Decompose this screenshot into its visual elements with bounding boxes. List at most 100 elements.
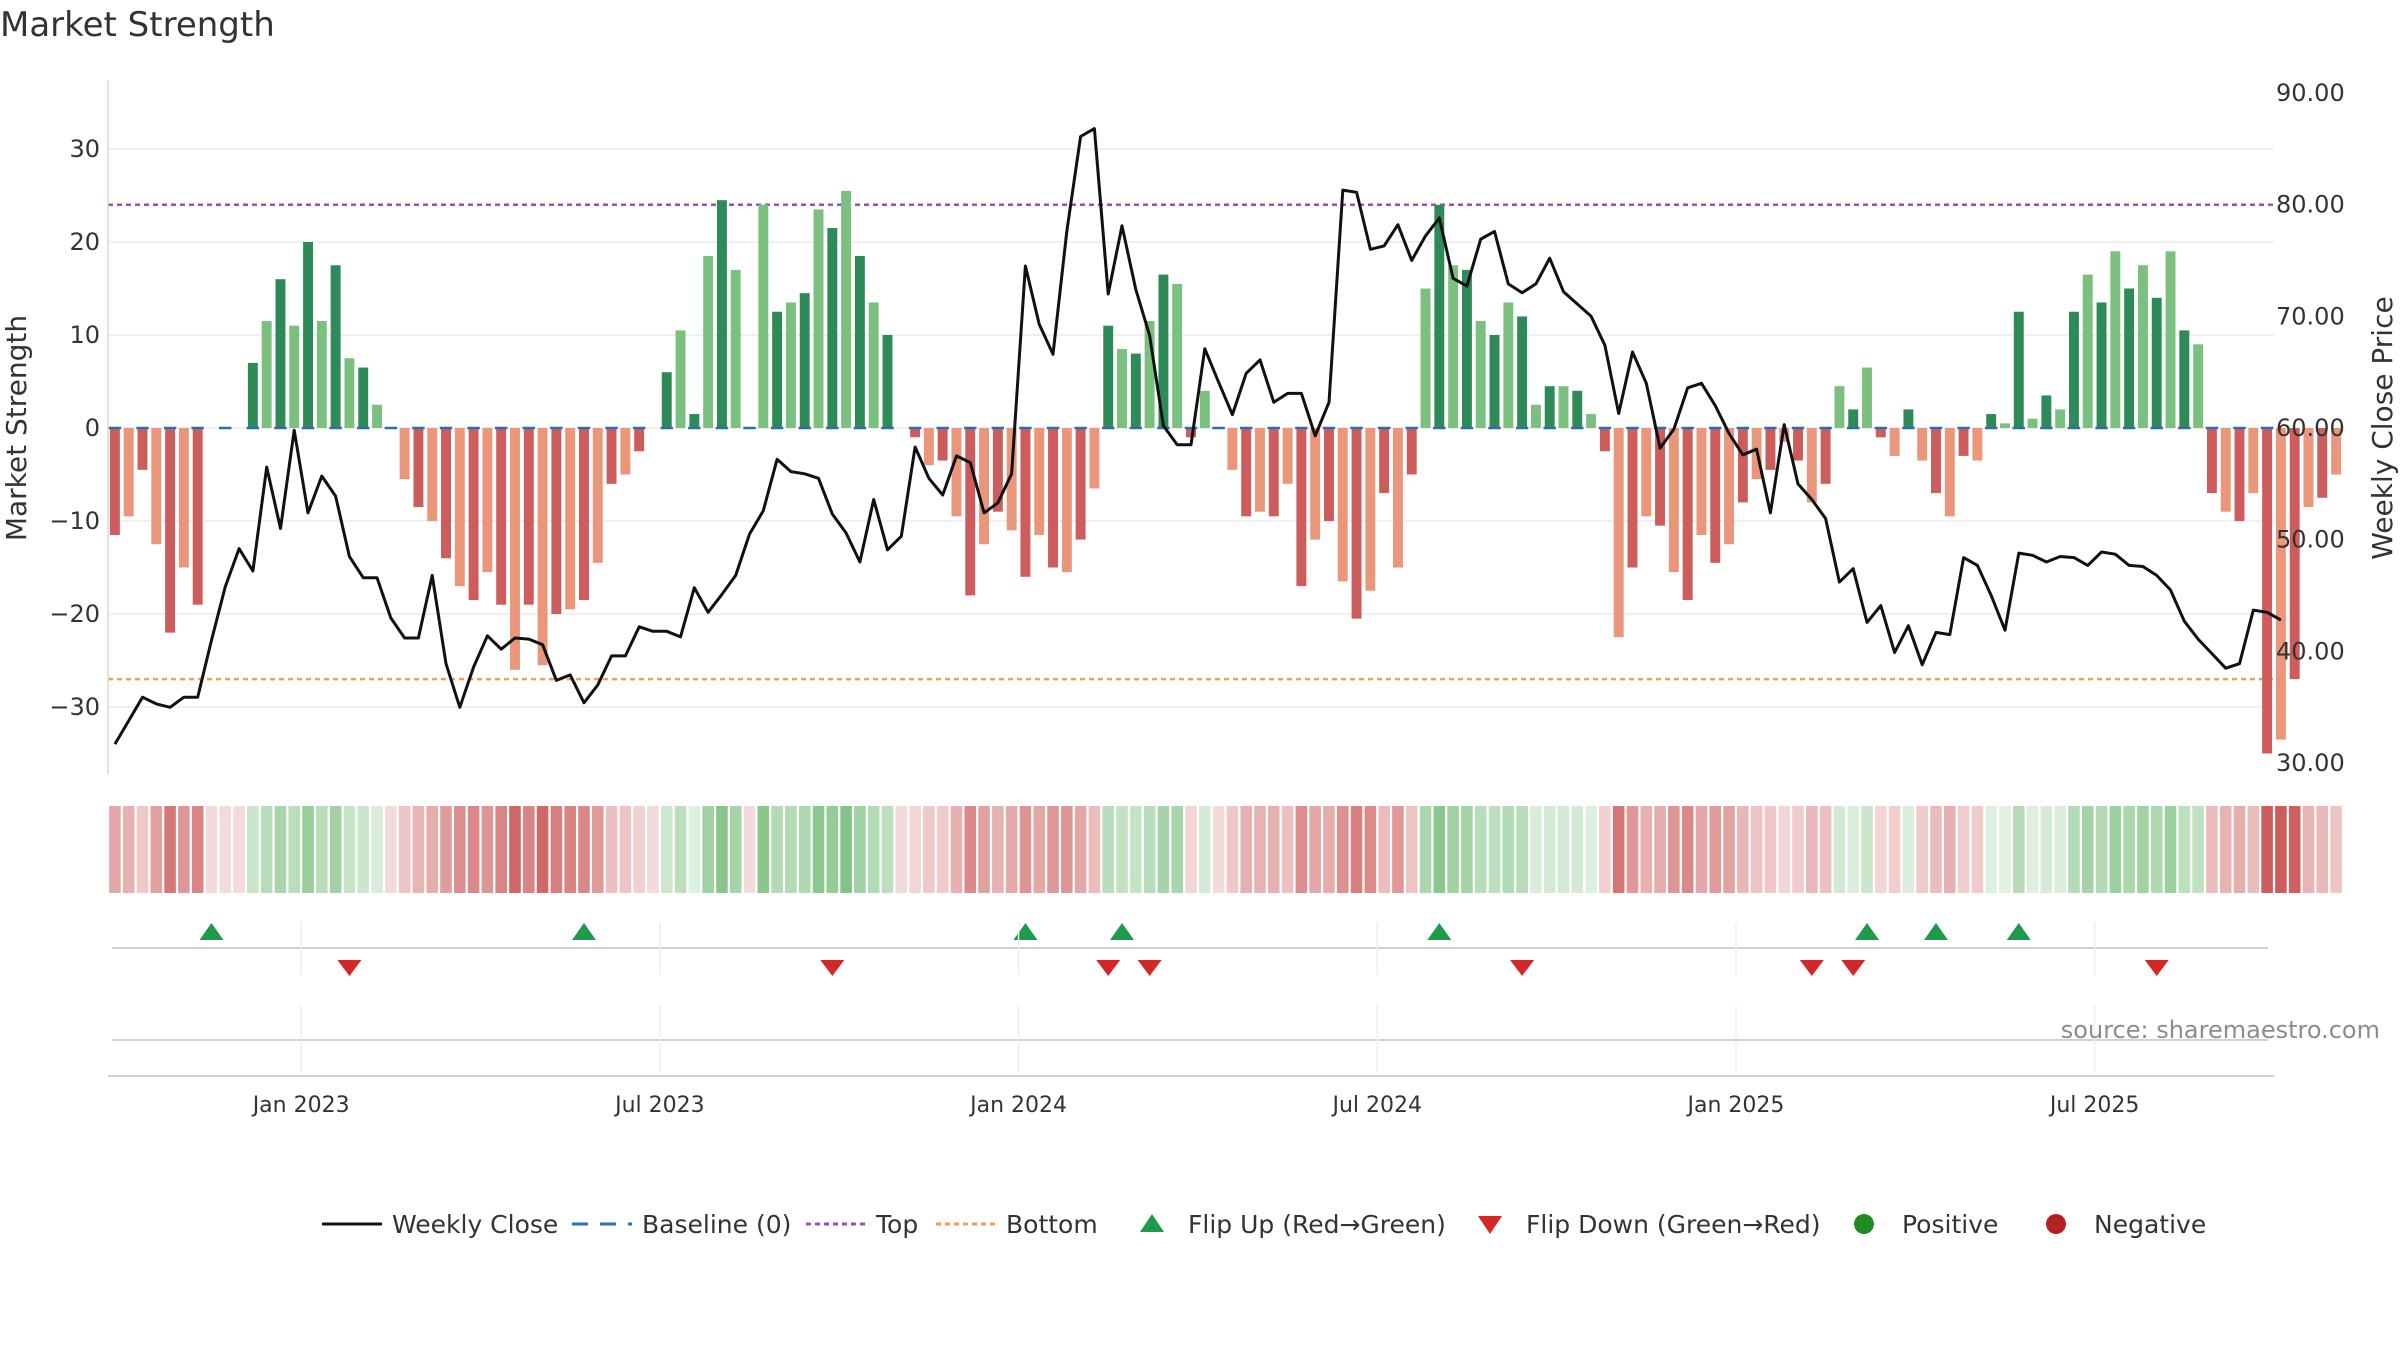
strength-cell bbox=[1254, 806, 1266, 893]
x-tick-label: Jul 2023 bbox=[613, 1093, 705, 1118]
flip-down-marker bbox=[1137, 960, 1162, 976]
strength-cell bbox=[895, 806, 908, 893]
strength-cell bbox=[467, 806, 480, 893]
legend-swatch bbox=[1140, 1214, 1164, 1232]
x-tick-label: Jul 2024 bbox=[1330, 1093, 1422, 1118]
strength-bar bbox=[1779, 428, 1790, 442]
strength-bar bbox=[2055, 409, 2066, 428]
strength-bar bbox=[1337, 428, 1348, 582]
strength-cell bbox=[1902, 806, 1915, 893]
strength-cell bbox=[1681, 806, 1694, 893]
strength-cell bbox=[2095, 806, 2108, 893]
strength-cell bbox=[164, 806, 176, 893]
strength-cell bbox=[771, 806, 783, 893]
legend-label: Weekly Close bbox=[392, 1210, 558, 1239]
strength-cell bbox=[1543, 806, 1556, 893]
strength-cell bbox=[1847, 806, 1860, 893]
strength-bar bbox=[178, 428, 189, 568]
legend-item: Baseline (0) bbox=[572, 1210, 791, 1239]
strength-bar bbox=[1227, 428, 1238, 470]
strength-cell bbox=[1833, 806, 1846, 893]
strength-bar bbox=[510, 428, 520, 670]
strength-cell bbox=[743, 806, 756, 893]
strength-cell bbox=[1419, 806, 1432, 893]
y2-tick-label: 40.00 bbox=[2276, 637, 2345, 665]
strength-cell bbox=[1750, 806, 1763, 893]
strength-cell bbox=[122, 806, 135, 893]
strength-cell bbox=[1033, 806, 1046, 893]
strength-cell bbox=[1888, 806, 1901, 893]
legend-swatch bbox=[1854, 1214, 1874, 1234]
strength-bar bbox=[841, 190, 852, 428]
strength-bar bbox=[344, 358, 355, 428]
y2-tick-label: 90.00 bbox=[2276, 79, 2345, 107]
strength-bar bbox=[1144, 321, 1155, 428]
strength-cell bbox=[1378, 806, 1390, 893]
strength-bar bbox=[537, 428, 548, 666]
y2-tick-label: 30.00 bbox=[2276, 749, 2345, 777]
strength-cell bbox=[2178, 806, 2191, 893]
strength-bar bbox=[565, 428, 576, 610]
y2-tick-label: 70.00 bbox=[2276, 302, 2345, 330]
strength-bar bbox=[1862, 367, 1872, 428]
strength-cell bbox=[302, 806, 314, 893]
strength-bar bbox=[923, 428, 934, 466]
strength-bar bbox=[1834, 386, 1845, 428]
legend-item: Weekly Close bbox=[322, 1210, 558, 1239]
strength-bar bbox=[1475, 321, 1486, 428]
strength-bar bbox=[1641, 428, 1652, 517]
strength-bar bbox=[2262, 428, 2273, 754]
strength-cell bbox=[716, 806, 728, 893]
strength-bar bbox=[165, 428, 176, 633]
legend-item: Top bbox=[806, 1210, 918, 1239]
strength-cell bbox=[964, 806, 977, 893]
strength-cell bbox=[660, 806, 673, 893]
flip-up-marker bbox=[1923, 923, 1948, 940]
strength-cell bbox=[1764, 806, 1777, 893]
strength-bar bbox=[1365, 428, 1376, 591]
strength-cell bbox=[509, 806, 521, 893]
axes: 30 20 10 0 −10 −20 −30 90.00 80.00 70.00 60.00 50.0… bbox=[0, 79, 2399, 777]
strength-bar bbox=[592, 428, 603, 563]
strength-cell bbox=[1640, 806, 1653, 893]
strength-cell bbox=[1364, 806, 1377, 893]
strength-cell bbox=[591, 806, 604, 893]
strength-bar bbox=[965, 428, 976, 596]
strength-bar bbox=[247, 362, 258, 428]
strength-cell bbox=[826, 806, 839, 893]
strength-bar bbox=[2110, 251, 2121, 428]
strength-cell bbox=[288, 806, 301, 893]
y2-tick-label: 60.00 bbox=[2276, 414, 2345, 442]
strength-bar bbox=[2179, 330, 2190, 428]
weekly-close-line bbox=[113, 127, 2282, 745]
strength-cell bbox=[564, 806, 576, 893]
strength-bar bbox=[1793, 428, 1803, 461]
legend-label: Negative bbox=[2094, 1210, 2206, 1239]
strength-bar bbox=[551, 428, 562, 614]
flip-down-marker bbox=[820, 960, 845, 976]
strength-cell bbox=[1433, 806, 1446, 893]
legend-item: Bottom bbox=[936, 1210, 1098, 1239]
strength-heat-strip bbox=[109, 806, 2342, 893]
strength-bar bbox=[2193, 344, 2204, 428]
strength-cell bbox=[1226, 806, 1239, 893]
strength-bar bbox=[2289, 428, 2300, 680]
strength-bar bbox=[1061, 428, 1072, 573]
strength-cell bbox=[412, 806, 425, 893]
strength-bar bbox=[1323, 428, 1334, 521]
strength-bar bbox=[1572, 390, 1583, 428]
strength-bar bbox=[606, 428, 617, 484]
y2-tick-label: 80.00 bbox=[2276, 191, 2345, 219]
legend-item: Negative bbox=[2046, 1210, 2206, 1239]
strength-cell bbox=[371, 806, 383, 893]
strength-bar bbox=[979, 428, 990, 545]
strength-bar bbox=[2220, 428, 2231, 512]
strength-bar bbox=[827, 228, 838, 428]
strength-cell bbox=[1323, 806, 1335, 893]
strength-bar bbox=[151, 428, 162, 545]
strength-cell bbox=[2316, 806, 2329, 893]
strength-bar bbox=[289, 325, 300, 428]
strength-bar bbox=[1158, 274, 1169, 428]
strength-cell bbox=[2233, 806, 2246, 893]
